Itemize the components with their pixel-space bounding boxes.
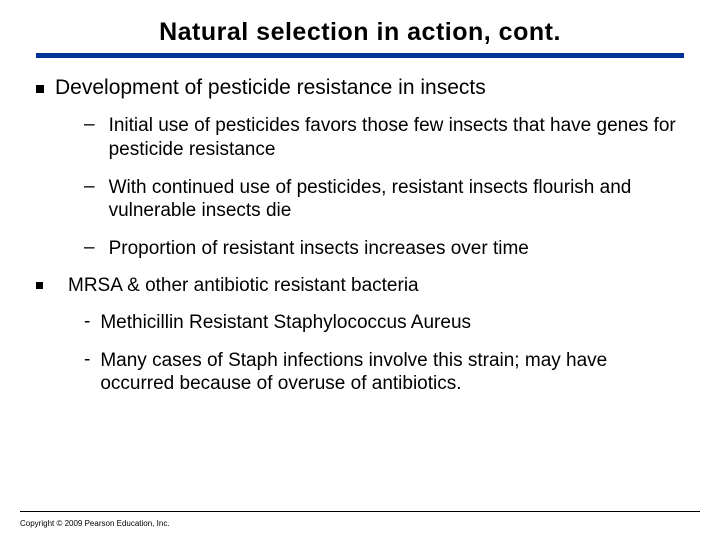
sub-bullet-text: Initial use of pesticides favors those f… [109, 114, 684, 162]
sub-bullet: – Proportion of resistant insects increa… [84, 237, 684, 261]
slide-title: Natural selection in action, cont. [36, 18, 684, 47]
bullet-main-1: Development of pesticide resistance in i… [36, 76, 684, 100]
sub-bullet-text: Many cases of Staph infections involve t… [100, 349, 684, 397]
bullet-main-2: MRSA & other antibiotic resistant bacter… [36, 275, 684, 297]
sub-list-1: – Initial use of pesticides favors those… [84, 114, 684, 261]
square-bullet-icon [36, 85, 44, 93]
copyright-text: Copyright © 2009 Pearson Education, Inc. [20, 519, 170, 528]
sub-bullet: – With continued use of pesticides, resi… [84, 176, 684, 224]
endash-icon: – [84, 114, 95, 136]
title-divider [36, 53, 684, 58]
sub-list-2: - Methicillin Resistant Staphylococcus A… [84, 311, 684, 396]
footer-rule [20, 511, 700, 512]
sub-bullet-text: With continued use of pesticides, resist… [109, 176, 684, 224]
sub-bullet-text: Proportion of resistant insects increase… [109, 237, 529, 261]
endash-icon: – [84, 176, 95, 198]
endash-icon: – [84, 237, 95, 259]
bullet-text: MRSA & other antibiotic resistant bacter… [68, 275, 419, 297]
sub-bullet: – Initial use of pesticides favors those… [84, 114, 684, 162]
square-bullet-icon [36, 282, 43, 289]
sub-bullet: - Many cases of Staph infections involve… [84, 349, 684, 397]
bullet-text: Development of pesticide resistance in i… [55, 76, 486, 100]
sub-bullet: - Methicillin Resistant Staphylococcus A… [84, 311, 684, 335]
hyphen-icon: - [84, 311, 90, 333]
slide-container: Natural selection in action, cont. Devel… [0, 0, 720, 396]
sub-bullet-text: Methicillin Resistant Staphylococcus Aur… [100, 311, 471, 335]
hyphen-icon: - [84, 349, 90, 371]
